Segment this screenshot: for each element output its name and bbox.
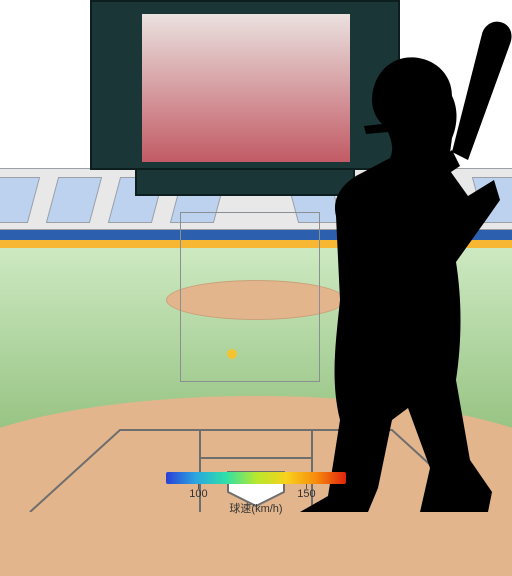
speed-colorbar: 100150 球速(km/h) [166, 472, 346, 512]
pitch-location-diagram: 100150 球速(km/h) [0, 0, 512, 512]
colorbar-tick-label: 100 [184, 488, 212, 500]
colorbar-gradient [166, 472, 346, 484]
colorbar-label: 球速(km/h) [166, 500, 346, 516]
colorbar-ticks: 100 150 [166, 484, 346, 500]
colorbar-tick-label: 150 [292, 488, 320, 500]
batter-silhouette [0, 0, 512, 512]
